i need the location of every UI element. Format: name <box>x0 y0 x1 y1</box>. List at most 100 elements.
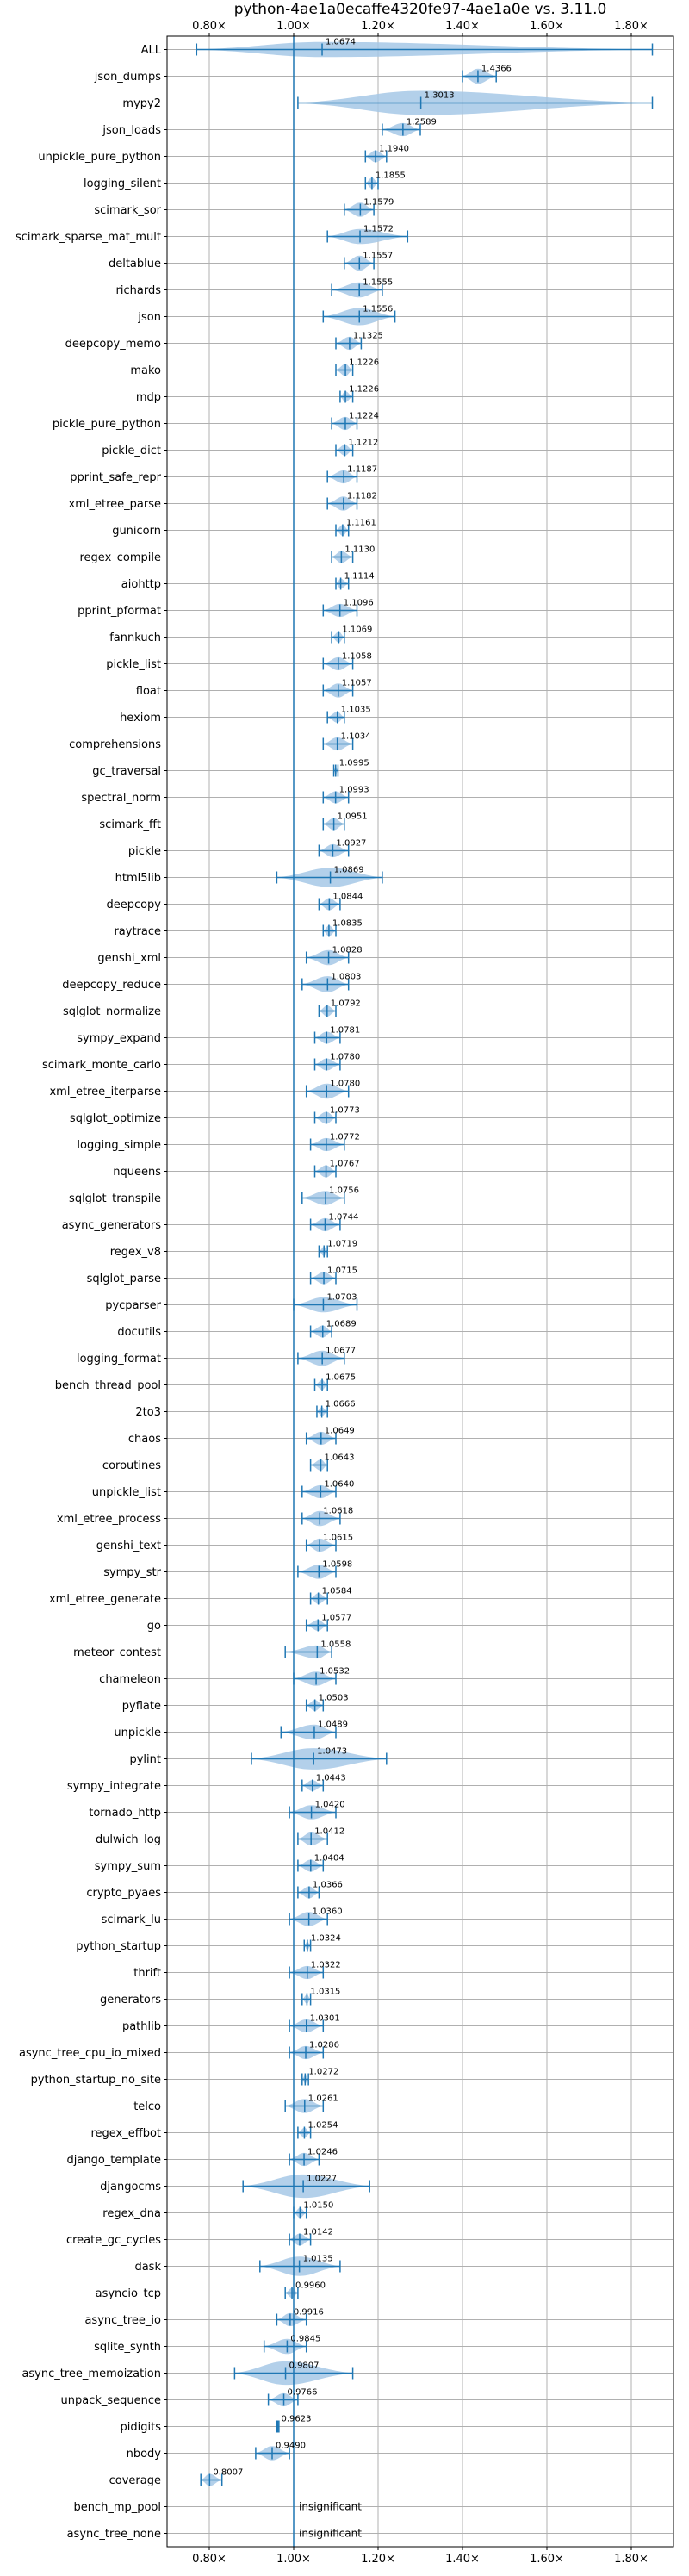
value-label: 1.0927 <box>336 839 366 849</box>
value-label: 1.0643 <box>325 1453 355 1463</box>
value-label: 1.2589 <box>407 118 437 128</box>
value-label: 1.0360 <box>313 1907 343 1917</box>
value-label: 1.0142 <box>303 2228 333 2237</box>
value-label: 0.9623 <box>282 2415 312 2424</box>
value-label: 1.0420 <box>315 1801 345 1810</box>
value-label: 1.0715 <box>327 1266 357 1276</box>
category-label: python_startup <box>76 1940 161 1953</box>
category-label: genshi_xml <box>97 952 161 965</box>
value-label: 1.3013 <box>425 91 455 101</box>
category-label: asyncio_tcp <box>96 2287 161 2300</box>
category-label: aiohttp <box>121 578 161 591</box>
category-label: mdp <box>136 391 161 404</box>
category-label: pprint_pformat <box>78 605 161 618</box>
category-label: docutils <box>117 1326 161 1339</box>
value-label: 1.0780 <box>330 1053 360 1062</box>
plot-frame <box>166 35 674 2548</box>
value-labels: 1.0674 1.4366 1.3013 1.2589 1.1940 1.1855 1.15… <box>213 38 512 2540</box>
category-label: scimark_lu <box>102 1913 161 1926</box>
category-label: scimark_monte_carlo <box>42 1059 161 1072</box>
category-label: meteor_contest <box>73 1646 161 1659</box>
x-tick-label-bottom: 1.80× <box>614 2553 649 2566</box>
category-label: pprint_safe_repr <box>70 471 161 484</box>
category-label: float <box>136 685 161 698</box>
category-label: bench_thread_pool <box>55 1379 161 1392</box>
category-label: generators <box>100 1994 161 2007</box>
category-label: genshi_text <box>96 1540 161 1552</box>
value-label: 1.0227 <box>307 2175 337 2184</box>
category-label: xml_etree_parse <box>69 498 161 511</box>
x-tick-label-bottom: 0.80× <box>192 2553 227 2566</box>
category-label: mypy2 <box>122 97 161 110</box>
category-label: sqlglot_parse <box>87 1272 161 1285</box>
value-label: 1.1187 <box>347 465 377 475</box>
category-label: json_loads <box>102 124 161 137</box>
value-label: 1.0756 <box>329 1186 359 1196</box>
value-label: 0.9490 <box>276 2442 306 2451</box>
value-label: 1.1069 <box>342 625 372 635</box>
category-label: html5lib <box>115 872 161 885</box>
category-label: sympy_integrate <box>67 1780 161 1793</box>
category-label: regex_effbot <box>90 2127 161 2140</box>
value-label: 1.1034 <box>341 732 371 742</box>
value-label: 1.0135 <box>303 2255 333 2264</box>
value-label: insignificant <box>299 2528 362 2540</box>
value-label: 1.1557 <box>363 252 393 261</box>
value-label: 1.1556 <box>363 305 393 314</box>
value-label: 1.1114 <box>344 572 375 582</box>
category-label: async_tree_none <box>67 2528 161 2541</box>
category-label: tornado_http <box>89 1807 161 1820</box>
value-label: 1.0532 <box>320 1667 350 1677</box>
category-label: dulwich_log <box>96 1833 161 1846</box>
x-tick-label-top: 1.40× <box>445 20 480 33</box>
value-label: 1.1226 <box>349 358 379 368</box>
x-tick-label-bottom: 1.20× <box>361 2553 395 2566</box>
value-label: 1.1940 <box>379 145 409 154</box>
category-label: gunicorn <box>112 525 161 538</box>
category-label: logging_format <box>77 1353 161 1366</box>
category-label: regex_compile <box>79 551 161 564</box>
x-tick-label-top: 0.80× <box>192 20 227 33</box>
category-label: async_tree_io <box>84 2314 161 2327</box>
y-axis-categories: ALL json_dumps mypy2 json_loads unpickle_pur… <box>16 44 162 2541</box>
value-label: 1.0703 <box>326 1293 357 1303</box>
category-label: fannkuch <box>109 632 161 644</box>
value-label: 1.0780 <box>330 1080 360 1089</box>
chart-title: python-4ae1a0ecaffe4320fe97-4ae1a0e vs. … <box>234 1 607 18</box>
category-label: regex_dna <box>102 2207 161 2220</box>
value-label: 1.0503 <box>319 1694 349 1703</box>
value-label: 1.0844 <box>332 893 363 902</box>
category-label: pickle_pure_python <box>53 418 161 431</box>
value-label: 1.0598 <box>322 1560 352 1570</box>
value-label: 1.0254 <box>307 2121 338 2131</box>
value-label: 1.0869 <box>334 866 364 875</box>
category-label: comprehensions <box>69 738 161 751</box>
category-label: spectral_norm <box>81 792 161 805</box>
category-label: xml_etree_iterparse <box>49 1086 161 1098</box>
category-label: pickle_dict <box>102 445 161 457</box>
value-label: 1.0773 <box>330 1106 360 1116</box>
category-label: crypto_pyaes <box>86 1887 161 1900</box>
value-label: 1.1212 <box>348 439 378 448</box>
category-label: python_startup_no_site <box>31 2074 161 2087</box>
value-label: 1.1226 <box>349 385 379 395</box>
category-label: unpickle_pure_python <box>38 151 161 164</box>
value-label: 0.9845 <box>290 2335 320 2344</box>
category-label: regex_v8 <box>110 1246 161 1259</box>
category-label: nbody <box>127 2448 162 2461</box>
value-label: 1.0577 <box>321 1614 351 1623</box>
category-label: nqueens <box>113 1166 161 1179</box>
category-label: coverage <box>109 2474 161 2487</box>
grid-lines <box>167 36 673 2547</box>
category-label: sympy_str <box>103 1566 161 1579</box>
x-axis-ticks: 0.80× 0.80× 1.00× 1.00× 1.20× 1.20× 1.40× 1.40×… <box>164 20 649 2566</box>
category-label: sqlglot_transpile <box>69 1192 161 1205</box>
category-label: sympy_sum <box>95 1860 161 1873</box>
category-label: pickle <box>128 845 161 858</box>
category-label: unpickle_list <box>92 1486 161 1499</box>
violins <box>196 36 654 2547</box>
category-label: coroutines <box>102 1459 161 1472</box>
category-label: sqlglot_normalize <box>63 1005 161 1018</box>
category-label: pidigits <box>121 2421 162 2434</box>
